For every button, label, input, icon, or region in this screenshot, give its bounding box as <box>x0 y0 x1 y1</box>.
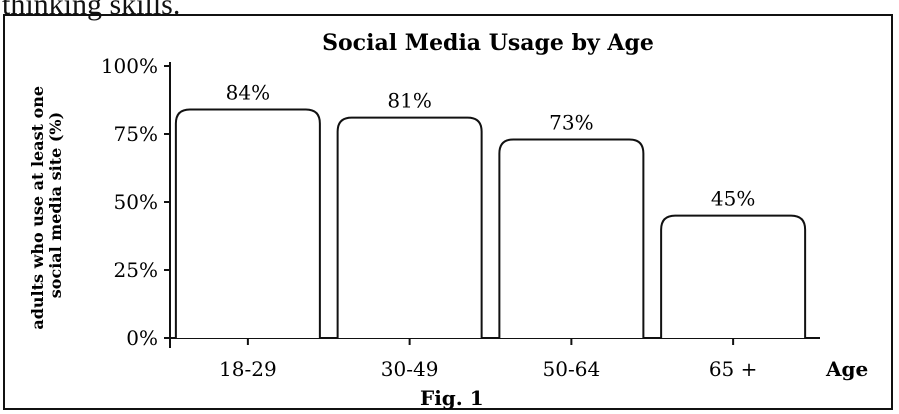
bars <box>174 108 807 338</box>
y-tick-label: 100% <box>101 54 158 78</box>
bar-value-label: 73% <box>549 110 593 134</box>
y-axis-label: adults who use at least one social media… <box>28 80 65 329</box>
y-tick-label: 0% <box>126 326 158 350</box>
y-axis-label-line-1: adults who use at least one <box>28 86 47 330</box>
y-axis-label-line-2: social media site (%) <box>46 112 65 298</box>
bar-18-29 <box>174 108 321 338</box>
bar-value-label: 81% <box>387 89 431 113</box>
x-tick-label: 65 + <box>709 357 758 381</box>
x-tick-label: 18-29 <box>219 357 277 381</box>
figure-caption: Fig. 1 <box>420 386 484 410</box>
figure-frame <box>3 14 893 410</box>
bar-30-49 <box>336 116 483 338</box>
y-tick-label: 25% <box>114 258 158 282</box>
bar-value-label: 84% <box>226 81 270 105</box>
y-tick-label: 75% <box>114 122 158 146</box>
x-tick-label: 30-49 <box>381 357 439 381</box>
data-labels: 84% 18-29 81% 30-49 73% 50-64 45% 65 + <box>219 81 757 381</box>
chart-title: Social Media Usage by Age <box>322 30 654 56</box>
x-tick-label: 50-64 <box>543 357 601 381</box>
y-tick-label: 50% <box>114 190 158 214</box>
bar-value-label: 45% <box>711 187 755 211</box>
bar-50-64 <box>498 138 645 338</box>
bar-65 <box>660 214 807 338</box>
x-axis-label: Age <box>825 357 868 381</box>
